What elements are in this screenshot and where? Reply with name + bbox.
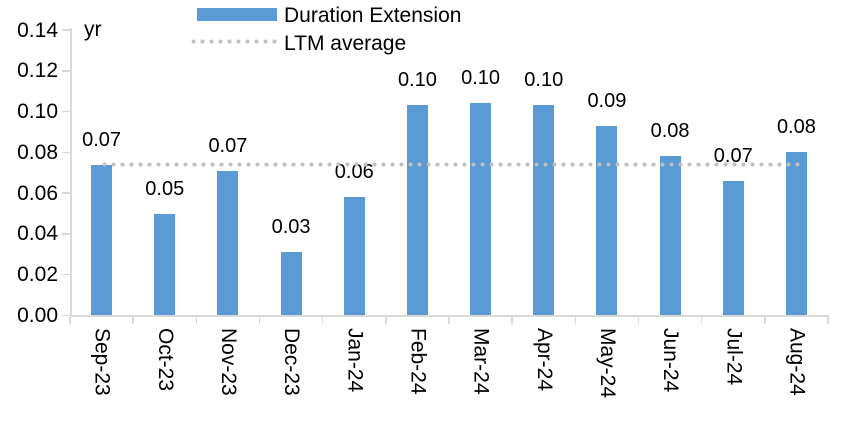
x-axis-tick [385,316,387,324]
y-axis-tick-label: 0.10 [17,100,58,124]
bar-value-label: 0.07 [208,134,248,157]
y-axis-tick [62,273,70,276]
legend-swatch-duration-extension [197,8,277,21]
x-axis-tick [258,316,261,324]
x-axis-tick [448,316,450,324]
bar [343,197,365,316]
bar-value-label: 0.10 [461,67,501,90]
x-axis-tick [574,316,577,324]
bar [659,156,681,316]
x-axis-label: Apr-24 [532,327,556,391]
bar [406,105,428,316]
ltm-average-line [101,162,802,168]
y-axis-tick [62,151,70,154]
bar-value-label: 0.10 [524,69,564,92]
y-axis-tick [62,70,70,72]
x-axis-label: Aug-24 [785,327,809,396]
y-axis-tick-label: 0.04 [17,222,58,246]
x-axis-tick [700,316,703,324]
y-axis-tick-label: 0.12 [17,59,58,83]
x-axis-label: Oct-23 [153,327,177,391]
y-axis-tick [62,192,70,194]
y-axis-tick-label: 0.06 [17,181,58,205]
y-axis-tick-label: 0.02 [17,263,58,287]
bar [533,105,555,316]
y-axis-tick [62,110,70,113]
y-axis-tick [62,314,70,317]
bar [722,180,744,316]
x-axis-tick [132,316,134,324]
y-axis-tick-label: 0.08 [17,140,58,164]
bar [785,152,807,316]
bar-value-label: 0.07 [82,128,122,151]
x-axis-label: Nov-23 [216,327,240,396]
bar [91,164,113,316]
x-axis-tick [321,316,324,324]
bar [470,103,492,316]
bar-value-label: 0.10 [397,69,437,92]
x-axis-label: Mar-24 [469,327,493,395]
bar-value-label: 0.03 [271,216,311,239]
x-axis-label: Jun-24 [659,327,683,392]
x-axis-line [70,315,829,317]
bar [596,125,618,316]
x-axis-label: May-24 [595,327,619,398]
y-axis-tick-label: 0.14 [17,18,58,42]
bar [154,213,176,316]
y-axis-tick [62,233,70,235]
x-axis-label: Feb-24 [406,327,430,395]
x-axis-tick [69,316,71,324]
legend-swatch-ltm-average [191,39,277,44]
x-axis-label: Dec-23 [280,327,304,396]
y-axis-tick [62,29,70,31]
y-axis-unit-label: yr [84,18,102,41]
legend-label-ltm-average: LTM average [284,32,407,55]
x-axis-label: Sep-23 [90,327,114,396]
x-axis-tick [195,316,198,324]
legend-label-duration-extension: Duration Extension [284,4,462,27]
bar-value-label: 0.05 [145,177,185,200]
bar-value-label: 0.07 [713,144,753,167]
bar-value-label: 0.08 [776,116,816,139]
y-axis-line [70,28,72,317]
bar [280,252,302,316]
bar-value-label: 0.08 [650,120,690,143]
x-axis-tick [827,316,829,324]
x-axis-tick [511,316,513,324]
x-axis-label: Jan-24 [343,327,367,392]
y-axis-tick-label: 0.00 [17,304,58,327]
x-axis-label: Jul-24 [722,327,746,385]
x-axis-tick [764,316,766,324]
x-axis-tick [637,316,640,324]
bar-value-label: 0.09 [587,89,627,112]
bar [217,170,239,316]
